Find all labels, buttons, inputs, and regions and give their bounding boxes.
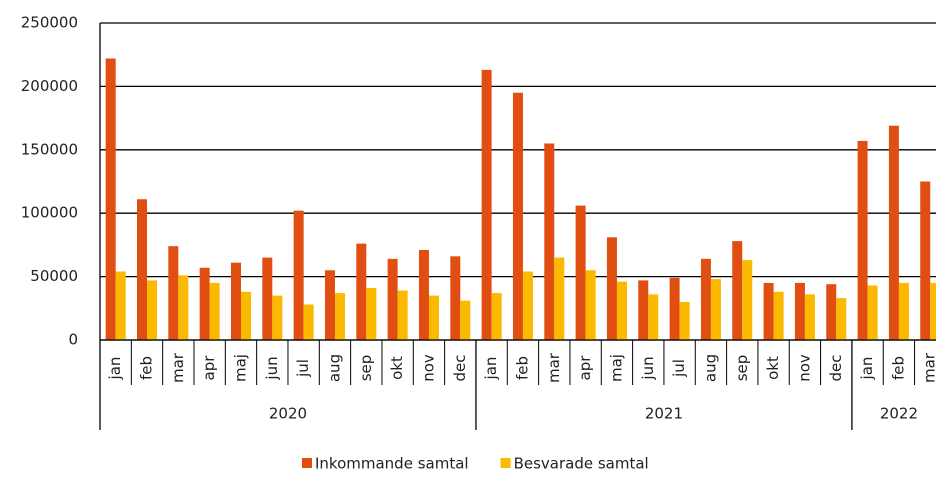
bar	[450, 256, 461, 340]
x-tick-label: apr	[576, 355, 594, 381]
legend-swatch	[500, 458, 511, 468]
bar	[867, 285, 878, 340]
legend-label: Inkommande samtal	[315, 455, 469, 473]
bar	[826, 284, 837, 340]
bar	[272, 295, 283, 340]
y-tick-label: 50000	[30, 267, 78, 285]
bar	[387, 258, 398, 340]
x-tick-label: okt	[388, 356, 406, 380]
x-tick-label: mar	[169, 352, 187, 383]
bar	[920, 181, 931, 340]
bar	[366, 288, 377, 340]
bar	[857, 140, 868, 340]
bar	[168, 246, 179, 340]
x-tick-label: sep	[357, 355, 375, 382]
bar	[209, 282, 220, 340]
bar	[700, 258, 711, 340]
bar	[773, 291, 784, 340]
bar	[240, 291, 251, 340]
bar	[575, 205, 586, 340]
bar	[199, 267, 210, 340]
legend-label: Besvarade samtal	[514, 455, 649, 473]
x-tick-label: jan	[106, 357, 124, 381]
bar	[554, 257, 565, 340]
bar	[491, 293, 502, 340]
bar	[146, 280, 157, 340]
bar	[334, 293, 345, 340]
bar	[585, 270, 596, 340]
bar	[606, 237, 617, 340]
bar	[898, 282, 909, 340]
bar	[428, 295, 439, 340]
bar	[115, 271, 126, 340]
x-tick-label: jan	[858, 357, 876, 381]
bar	[105, 58, 116, 341]
bar	[136, 199, 147, 340]
bar	[397, 290, 408, 340]
x-tick-label: jun	[263, 356, 281, 380]
x-tick-label: mar	[545, 352, 563, 383]
x-tick-label: nov	[795, 354, 813, 382]
x-tick-label: aug	[701, 354, 719, 382]
group-label: 2020	[269, 405, 307, 423]
y-tick-label: 100000	[21, 204, 78, 222]
bar	[544, 143, 555, 340]
bar	[888, 125, 899, 340]
x-tick-label: jan	[482, 357, 500, 381]
x-tick-label: jun	[639, 356, 657, 380]
bar	[303, 304, 314, 340]
bar	[324, 270, 335, 340]
bar	[460, 300, 471, 340]
bar	[836, 298, 847, 340]
bar	[230, 262, 241, 340]
x-tick-label: feb	[137, 356, 155, 380]
bar	[669, 277, 680, 340]
bar	[522, 271, 533, 340]
bar	[178, 275, 189, 340]
bar	[616, 281, 627, 340]
bar	[679, 301, 690, 340]
bar	[710, 279, 721, 340]
x-tick-label: maj	[607, 354, 625, 382]
bar	[794, 282, 805, 340]
group-label: 2022	[880, 405, 918, 423]
x-tick-label: okt	[764, 356, 782, 380]
bar	[638, 280, 649, 340]
y-tick-label: 0	[68, 331, 78, 349]
bar	[262, 257, 273, 340]
x-tick-label: feb	[889, 356, 907, 380]
bar	[804, 294, 815, 340]
x-tick-label: jul	[670, 359, 688, 378]
x-tick-label: feb	[513, 356, 531, 380]
bar	[763, 282, 774, 340]
x-tick-label: dec	[451, 355, 469, 382]
x-tick-label: mar	[921, 352, 936, 383]
x-tick-label: maj	[231, 354, 249, 382]
x-tick-label: nov	[419, 354, 437, 382]
bar	[742, 260, 753, 340]
bar	[732, 241, 743, 340]
x-tick-label: dec	[827, 355, 845, 382]
bar	[930, 282, 936, 340]
bar	[418, 249, 429, 340]
bar	[512, 92, 523, 341]
x-tick-label: sep	[733, 355, 751, 382]
x-tick-label: jul	[294, 359, 312, 378]
bar	[648, 294, 659, 340]
bar	[293, 210, 304, 340]
y-tick-label: 200000	[21, 77, 78, 95]
bar	[481, 69, 492, 340]
legend-swatch	[302, 458, 312, 468]
bar	[356, 243, 367, 340]
y-tick-label: 150000	[21, 140, 78, 158]
y-tick-label: 250000	[21, 14, 78, 32]
x-tick-label: aug	[325, 354, 343, 382]
group-label: 2021	[645, 405, 683, 423]
x-tick-label: apr	[200, 355, 218, 381]
